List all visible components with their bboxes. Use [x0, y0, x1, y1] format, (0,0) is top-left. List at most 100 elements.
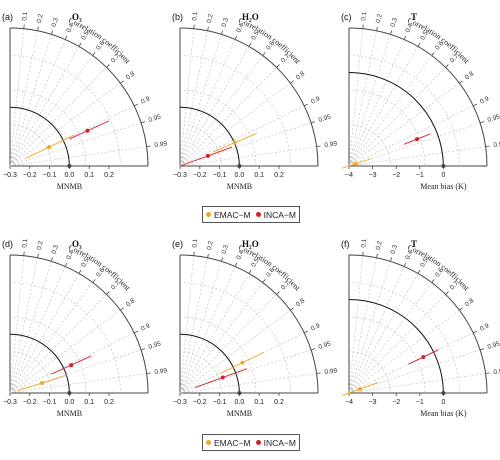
correlation-ray-0.4	[348, 39, 405, 167]
correlation-tick-0.3	[51, 30, 53, 35]
panel-title: T	[411, 239, 417, 249]
correlation-tick-0.4	[64, 262, 68, 267]
correlation-ray-0.2	[348, 257, 377, 394]
correlation-label-0.9: 0.9	[310, 322, 322, 332]
grid-arc-2	[179, 55, 291, 167]
panel-b: 0.1 0.2 0.3 0.4 0.5 0.6 0.70.8 0.9 0.95 0.99 Corre…	[172, 11, 338, 191]
correlation-label-0.3: 0.3	[390, 17, 400, 28]
correlation-ray-0.95	[348, 122, 481, 167]
correlation-tick-0.5	[248, 42, 252, 47]
correlation-tick-0.8	[290, 307, 294, 311]
x-tick-label-3: −1	[416, 399, 424, 406]
correlation-ray-0.6	[348, 282, 433, 394]
correlation-label-0.4: 0.4	[235, 249, 245, 260]
x-tick-label-0: −0.3	[3, 172, 17, 179]
panel-title: O₃	[72, 239, 82, 249]
correlation-tick-0.6	[262, 52, 266, 56]
x-tick-label-1: −0.2	[23, 399, 37, 406]
correlation-ray-0.8	[348, 309, 460, 394]
correlation-ray-0.4	[179, 39, 236, 167]
correlation-ray-0.5	[9, 46, 80, 167]
correlation-label-0.5: 0.5	[419, 257, 430, 269]
correlation-ray-0.99	[179, 373, 317, 394]
grid-arc-2	[348, 55, 460, 167]
correlation-ray-0.4	[9, 39, 66, 167]
correlation-label-0.1: 0.1	[360, 11, 368, 21]
correlation-label-0.99: 0.99	[493, 140, 500, 149]
reference-point	[67, 391, 72, 395]
reference-arc	[179, 106, 240, 167]
series-emac-point	[240, 360, 245, 365]
correlation-tick-0.9	[304, 330, 308, 334]
correlation-ray-0.7	[9, 294, 107, 394]
arc-label-path	[68, 249, 147, 320]
x-tick-label-1: −3	[369, 172, 377, 179]
x-tick-label-3: −1	[416, 172, 424, 179]
correlation-label-0.8: 0.8	[464, 70, 476, 81]
x-tick-label-5: 0.2	[104, 172, 114, 179]
x-axis-label: Mean bias (K)	[420, 409, 467, 418]
correlation-label-0.99: 0.99	[154, 367, 168, 376]
correlation-ray-0.5	[348, 46, 419, 167]
panel-label: (c)	[341, 12, 352, 22]
correlation-ray-0.6	[348, 55, 433, 167]
correlation-ray-0.99	[179, 146, 317, 167]
grid-arc-0	[179, 124, 222, 167]
arc-label: Correlation coefficient	[406, 16, 471, 66]
correlation-label-0.5: 0.5	[250, 257, 261, 269]
correlation-tick-0.7	[445, 291, 449, 295]
correlation-tick-0.95	[310, 348, 316, 351]
legend-label: EMAC−M	[214, 437, 251, 448]
correlation-tick-0.6	[92, 52, 96, 56]
legend-item-inca: INCA−M	[255, 210, 296, 220]
correlation-label-0.6: 0.6	[95, 40, 106, 52]
correlation-label-0.99: 0.99	[493, 367, 500, 376]
arc-label-path	[238, 22, 317, 93]
x-axis-label: MNMB	[227, 409, 252, 418]
correlation-label-0.7: 0.7	[449, 280, 461, 292]
correlation-ray-0.8	[9, 82, 121, 167]
correlation-label-0.9: 0.9	[310, 95, 322, 105]
correlation-ray-0.8	[179, 309, 291, 394]
correlation-label-0.7: 0.7	[110, 280, 122, 292]
correlation-tick-0.2	[207, 26, 209, 31]
x-tick-label-2: −0.1	[213, 399, 227, 406]
x-tick-label-0: −0.3	[173, 172, 187, 179]
correlation-label-0.3: 0.3	[221, 17, 231, 28]
panel-label: (d)	[2, 239, 13, 249]
reference-point	[441, 164, 446, 168]
correlation-label-0.3: 0.3	[221, 244, 231, 255]
x-tick-label-3: 0.0	[235, 399, 245, 406]
correlation-ray-0.2	[9, 30, 38, 167]
x-axis-label: MNMB	[57, 182, 82, 191]
correlation-ray-0.1	[348, 28, 364, 167]
correlation-ray-0.3	[179, 34, 222, 167]
correlation-label-0.8: 0.8	[125, 70, 137, 81]
correlation-label-0.1: 0.1	[21, 238, 29, 248]
correlation-ray-0.4	[179, 266, 236, 394]
correlation-tick-0.9	[134, 330, 138, 334]
correlation-ray-0.99	[348, 146, 486, 167]
correlation-tick-0.5	[248, 269, 252, 274]
series-inca-point	[85, 128, 90, 133]
correlation-tick-0.8	[290, 80, 294, 84]
x-tick-label-5: 0.2	[104, 399, 114, 406]
correlation-tick-0.99	[485, 145, 490, 147]
correlation-label-0.7: 0.7	[280, 280, 292, 292]
legend-item-inca: INCA−M	[255, 438, 296, 448]
correlation-label-0.5: 0.5	[250, 30, 261, 42]
correlation-tick-0.95	[479, 348, 485, 351]
correlation-ray-0.3	[179, 261, 222, 394]
correlation-tick-0.3	[221, 257, 223, 262]
arc-label-text: Correlation coefficient	[67, 243, 132, 293]
x-tick-label-2: −0.1	[43, 172, 57, 179]
correlation-label-0.9: 0.9	[479, 322, 491, 332]
correlation-tick-0.7	[106, 64, 110, 68]
correlation-ray-0.7	[348, 294, 446, 394]
arc-label: Correlation coefficient	[67, 243, 132, 293]
series-inca-point	[421, 354, 426, 359]
correlation-label-0.4: 0.4	[235, 22, 245, 33]
arc-label-text: Correlation coefficient	[406, 243, 471, 293]
correlation-ray-0.5	[9, 273, 80, 394]
correlation-label-0.4: 0.4	[404, 22, 414, 33]
